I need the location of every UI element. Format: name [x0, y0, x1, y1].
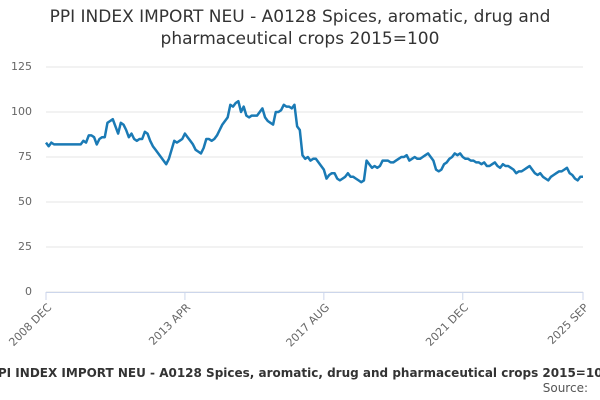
chart-title: PPI INDEX IMPORT NEU - A0128 Spices, aro…: [49, 7, 551, 49]
series-line: [44, 99, 583, 184]
x-tick-label: 2008 DEC: [6, 301, 54, 349]
y-tick-label: 125: [11, 60, 32, 73]
x-tick-label: 2025 SEP: [545, 301, 591, 347]
y-tick-label: 0: [25, 285, 32, 298]
y-tick-label: 100: [11, 105, 32, 118]
y-tick-label: 25: [18, 240, 32, 253]
source: Source:: [542, 381, 588, 395]
caption: PPI INDEX IMPORT NEU - A0128 Spices, aro…: [0, 366, 600, 380]
y-tick-label: 50: [18, 195, 32, 208]
x-tick-label: 2021 DEC: [423, 301, 471, 349]
y-tick-label: 75: [18, 150, 32, 163]
x-tick-label: 2017 AUG: [284, 301, 333, 350]
x-tick-label: 2013 APR: [146, 301, 193, 348]
